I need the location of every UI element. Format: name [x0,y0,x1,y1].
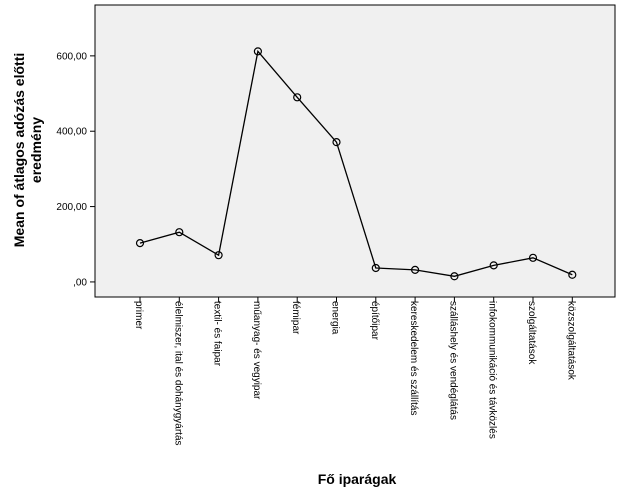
x-axis: primer élelmiszer, ital és dohánygyártás t… [133,297,576,446]
x-tick-label: energia [330,301,341,335]
x-tick-label: élelmiszer, ital és dohánygyártás [172,301,183,446]
y-axis-title: Mean of átlagos adózás előttieredmény [11,53,44,247]
data-point [214,251,223,260]
data-point [450,272,459,281]
x-tick-label: építőipar [369,301,380,341]
plot-area [94,4,616,298]
data-point [253,47,262,56]
data-point [528,253,538,262]
data-point [411,265,420,274]
x-tick-label: szálláshely és vendéglátás [447,301,458,420]
y-tick-label: 600,00 [56,51,87,62]
y-tick-label: 400,00 [56,127,87,138]
x-tick-label: primer [133,301,144,330]
y-axis: ,00 200,00 400,00 600,00 [56,51,95,288]
x-tick-label: fémipar [290,301,301,335]
data-point [568,270,577,279]
x-tick-label: közszolgáltatások [565,301,576,381]
data-point [371,263,380,273]
series-line [139,49,573,277]
x-tick-label: infokommunikáció és távközlés [487,301,498,439]
data-point [175,228,184,237]
data-point [293,93,302,102]
series-group [135,47,577,281]
data-point [135,239,145,248]
y-tick-label: 200,00 [56,202,87,213]
y-tick-label: ,00 [73,277,87,288]
x-axis-title: Fő iparágak [318,471,397,487]
x-tick-label: textil- és faipar [212,301,223,367]
data-point [332,138,341,147]
x-tick-label: műanyag- és vegyipar [251,301,262,400]
x-tick-label: kereskedelem és szállítás [408,301,419,415]
x-tick-label: szolgáltatások [526,301,537,365]
data-point [489,261,498,270]
